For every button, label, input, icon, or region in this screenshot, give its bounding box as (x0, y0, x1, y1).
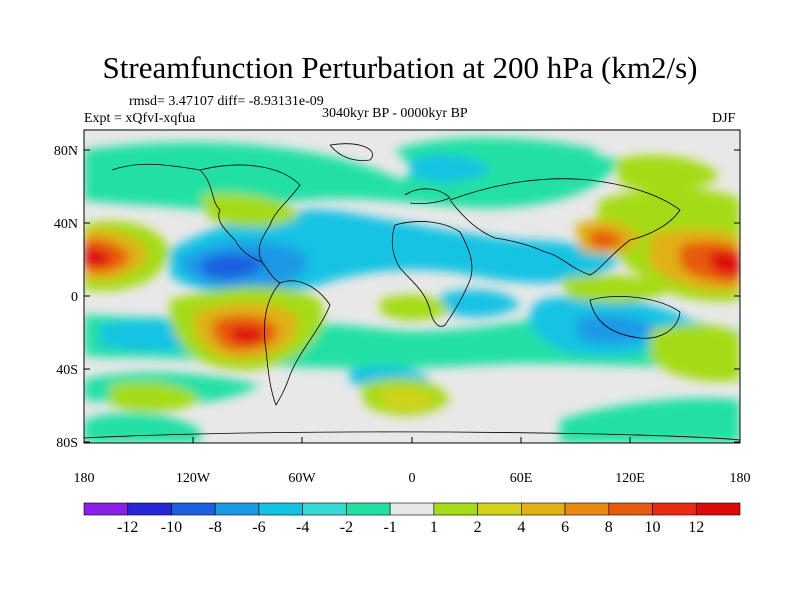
y-axis: 80N 40N 0 40S 80S (54, 144, 740, 451)
colorbar-label: -2 (340, 519, 353, 536)
coastline-north-america-east (199, 164, 301, 263)
contour-fill (560, 398, 740, 443)
x-tick-label: 120W (176, 471, 211, 486)
contour-field (84, 137, 740, 443)
coastlines (84, 143, 740, 441)
contour-fill (410, 154, 490, 182)
colorbar-label: -12 (117, 519, 138, 536)
y-tick-label: 80N (54, 144, 78, 159)
contour-fill (615, 155, 720, 192)
x-tick-label: 180 (74, 471, 95, 486)
colorbar-label: -1 (383, 519, 396, 536)
colorbar-swatch (214, 502, 260, 516)
colorbar-label: 1 (430, 519, 438, 536)
y-tick-label: 0 (71, 290, 78, 305)
colorbar-label: -6 (252, 519, 265, 536)
coastline-eurasia (449, 178, 681, 276)
colorbar-label: -10 (161, 519, 182, 536)
contour-fill (650, 324, 740, 382)
colorbar-swatch (127, 502, 172, 516)
coastline-australia (589, 296, 681, 339)
coastline-antarctica (84, 431, 740, 441)
period-label: 3040kyr BP - 0000kyr BP (322, 106, 468, 121)
y-tick-label: 40S (56, 363, 78, 378)
y-tick-label: 80S (56, 436, 78, 451)
rmsd-stats: rmsd= 3.47107 diff= -8.93131e-09 (129, 94, 324, 109)
colorbar-swatch (477, 502, 522, 516)
experiment-label: Expt = xQfvI-xqfua (84, 111, 196, 126)
coastline-africa (391, 221, 473, 327)
x-tick-label: 60W (288, 471, 316, 486)
map-title: Streamfunction Perturbation at 200 hPa (… (102, 50, 698, 85)
coastline-south-america (264, 280, 331, 406)
coastline-north-america-west (111, 163, 263, 263)
colorbar-swatch (83, 502, 129, 516)
coastline-central-america (261, 261, 281, 284)
contour-fill (710, 250, 740, 276)
contour-fill (110, 382, 200, 412)
colorbar-label: 8 (605, 519, 613, 536)
colorbar-swatch (695, 502, 741, 516)
x-tick-label: 60E (510, 471, 533, 486)
colorbar-swatch (302, 502, 347, 516)
contour-fill (575, 314, 660, 345)
colorbar-label: 2 (474, 519, 482, 536)
colorbar: -12 -10 -8 -6 -4 -2 -1 1 2 4 6 8 10 12 (83, 502, 741, 536)
contour-fill (84, 247, 112, 267)
colorbar-label: 6 (561, 519, 569, 536)
colorbar-label: 4 (517, 519, 525, 536)
x-tick-label: 0 (409, 471, 416, 486)
coastline-greenland (329, 143, 373, 161)
colorbar-swatch (433, 502, 478, 516)
colorbar-swatch (652, 502, 697, 516)
colorbar-label: 10 (645, 519, 661, 536)
colorbar-label: -4 (296, 519, 309, 536)
colorbar-swatch (564, 502, 610, 516)
colorbar-swatch (389, 502, 435, 516)
contour-fill (380, 388, 435, 410)
colorbar-swatch (346, 502, 391, 516)
coastline-europe (404, 188, 451, 205)
x-axis: 180 120W 60W 0 60E 120E 180 (74, 437, 751, 486)
x-tick-label: 120E (615, 471, 645, 486)
contour-fill (230, 326, 265, 344)
contour-fill (84, 412, 200, 443)
colorbar-label: -8 (209, 519, 222, 536)
colorbar-label: 12 (688, 519, 704, 536)
contour-fill (380, 294, 450, 321)
colorbar-swatch (258, 502, 303, 516)
contour-fill (440, 289, 520, 317)
colorbar-swatch (171, 502, 216, 516)
y-tick-label: 40N (54, 217, 78, 232)
contour-fill (590, 230, 623, 249)
contour-fill (200, 254, 265, 279)
contour-fill (560, 274, 670, 303)
season-label: DJF (712, 111, 736, 126)
colorbar-swatch (521, 502, 566, 516)
x-tick-label: 180 (730, 471, 751, 486)
colorbar-swatch (608, 502, 653, 516)
contour-fill (200, 193, 300, 227)
